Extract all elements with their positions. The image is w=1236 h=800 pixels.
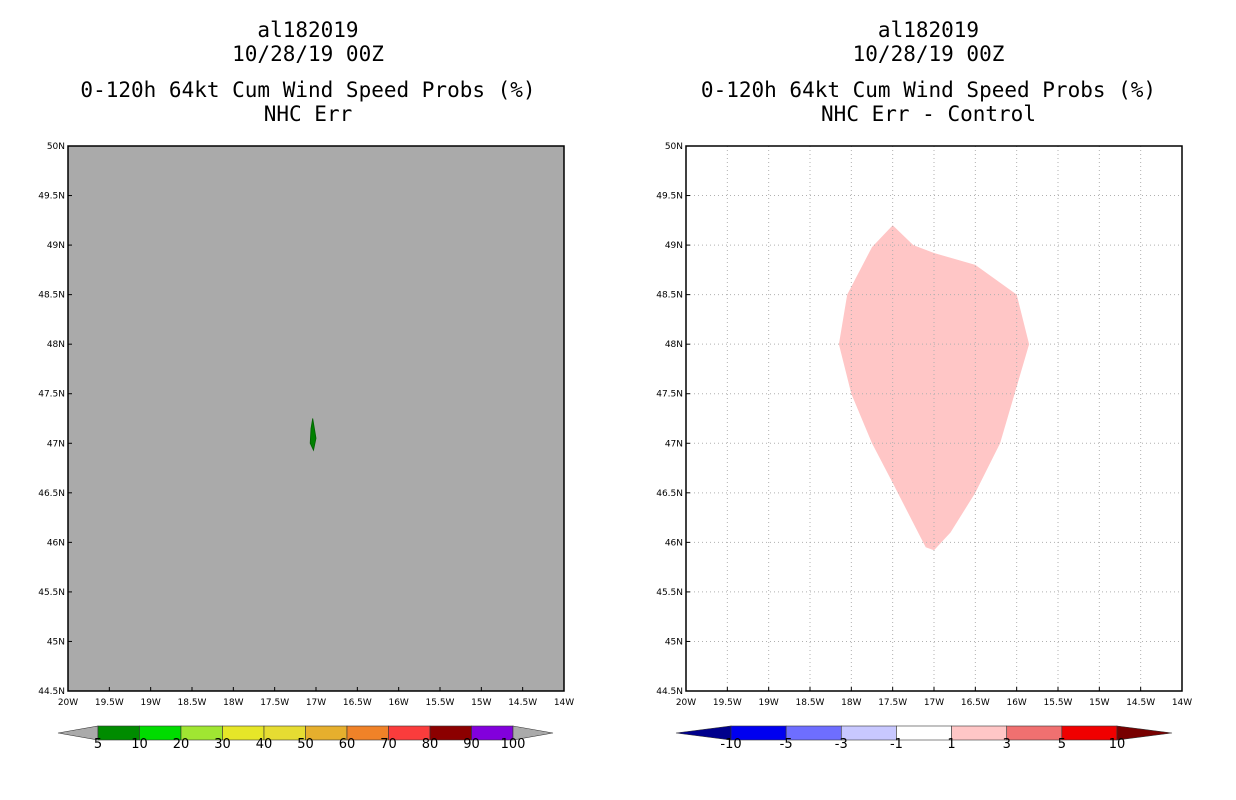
y-tick-label: 50N <box>47 142 65 152</box>
y-tick-label: 45.5N <box>38 588 65 598</box>
x-tick-label: 14W <box>554 698 574 708</box>
y-tick-label: 47N <box>665 439 683 449</box>
x-tick-label: 16W <box>388 698 408 708</box>
x-tick-label: 19W <box>140 698 160 708</box>
y-tick-label: 47N <box>47 439 65 449</box>
left-title-product: 0-120h 64kt Cum Wind Speed Probs (%) <box>80 78 536 102</box>
y-tick-label: 49.5N <box>656 192 683 202</box>
x-tick-label: 16.5W <box>343 698 372 708</box>
colorbar-swatch <box>840 725 897 741</box>
colorbar-label: -10 <box>720 737 741 752</box>
colorbar-label: 1 <box>947 737 955 752</box>
x-tick-label: 15.5W <box>1044 698 1073 708</box>
colorbar-swatch <box>951 725 1008 741</box>
y-tick-label: 48.5N <box>656 291 683 301</box>
y-tick-label: 47.5N <box>38 390 65 400</box>
shaded-region-5-10 <box>309 418 317 452</box>
colorbar-label: 90 <box>463 737 480 752</box>
y-tick-label: 49N <box>47 241 65 251</box>
x-tick-label: 15.5W <box>426 698 455 708</box>
map-background-0 <box>68 146 564 691</box>
x-tick-label: 19W <box>758 698 778 708</box>
x-tick-label: 14.5W <box>508 698 537 708</box>
colorbar-swatch <box>1006 725 1063 741</box>
colorbar-label: -3 <box>835 737 848 752</box>
y-tick-label: 45N <box>47 637 65 647</box>
colorbar-label: 10 <box>131 737 148 752</box>
x-tick-label: 16.5W <box>961 698 990 708</box>
x-tick-label: 14W <box>1172 698 1192 708</box>
colorbar-label: 30 <box>214 737 231 752</box>
right-panel-title: al182019 10/28/19 00Z 0-120h 64kt Cum Wi… <box>676 18 1181 126</box>
y-tick-label: 47.5N <box>656 390 683 400</box>
x-tick-label: 15W <box>1089 698 1109 708</box>
shaded-region-1-3 <box>838 225 1030 551</box>
left-panel-title: al182019 10/28/19 00Z 0-120h 64kt Cum Wi… <box>58 18 558 126</box>
colorbar-label: -5 <box>780 737 793 752</box>
colorbar-label: 5 <box>1058 737 1066 752</box>
colorbar-low-end <box>57 725 99 741</box>
x-tick-label: 16W <box>1006 698 1026 708</box>
colorbar-label: 70 <box>380 737 397 752</box>
left-title-date: 10/28/19 00Z <box>232 42 384 66</box>
x-tick-label: 17.5W <box>878 698 907 708</box>
colorbar-swatch <box>896 725 952 741</box>
y-tick-label: 46N <box>665 538 683 548</box>
colorbar-swatch <box>785 725 842 741</box>
y-tick-label: 49.5N <box>38 192 65 202</box>
y-tick-label: 48.5N <box>38 291 65 301</box>
x-tick-label: 17W <box>924 698 944 708</box>
colorbar-label: 20 <box>173 737 190 752</box>
y-tick-label: 46N <box>47 538 65 548</box>
colorbar-label: 60 <box>339 737 356 752</box>
y-tick-label: 48N <box>665 340 683 350</box>
y-tick-label: 44.5N <box>656 687 683 697</box>
colorbar-label: 40 <box>256 737 273 752</box>
colorbar-label: 5 <box>94 737 102 752</box>
y-tick-label: 49N <box>665 241 683 251</box>
x-tick-label: 18W <box>841 698 861 708</box>
y-tick-label: 45N <box>665 637 683 647</box>
x-tick-label: 17.5W <box>260 698 289 708</box>
x-tick-label: 14.5W <box>1126 698 1155 708</box>
x-tick-label: 18.5W <box>178 698 207 708</box>
colorbar-label: 50 <box>297 737 314 752</box>
y-tick-label: 50N <box>665 142 683 152</box>
x-tick-label: 17W <box>306 698 326 708</box>
y-tick-label: 46.5N <box>38 489 65 499</box>
right-title-storm-id: al182019 <box>877 18 980 42</box>
right-title-date: 10/28/19 00Z <box>852 42 1005 66</box>
colorbar-high-end <box>1116 725 1173 741</box>
x-tick-label: 19.5W <box>95 698 124 708</box>
x-tick-label: 19.5W <box>713 698 742 708</box>
x-tick-label: 20W <box>676 698 696 708</box>
x-tick-label: 18W <box>223 698 243 708</box>
x-tick-label: 15W <box>471 698 491 708</box>
x-tick-label: 18.5W <box>796 698 825 708</box>
y-tick-label: 45.5N <box>656 588 683 598</box>
left-title-subtitle: NHC Err <box>263 102 353 126</box>
y-tick-label: 44.5N <box>38 687 65 697</box>
left-title-storm-id: al182019 <box>257 18 359 42</box>
colorbar-label: 3 <box>1003 737 1011 752</box>
y-tick-label: 48N <box>47 340 65 350</box>
x-tick-label: 20W <box>58 698 78 708</box>
colorbar-label: -1 <box>890 737 903 752</box>
colorbar-label: 80 <box>422 737 439 752</box>
y-tick-label: 46.5N <box>656 489 683 499</box>
right-title-subtitle: NHC Err - Control <box>821 102 1036 126</box>
colorbar-high-end <box>512 725 554 741</box>
colorbar-label: 10 <box>1109 737 1126 752</box>
colorbar-label: 100 <box>501 737 526 752</box>
right-title-product: 0-120h 64kt Cum Wind Speed Probs (%) <box>700 78 1157 102</box>
